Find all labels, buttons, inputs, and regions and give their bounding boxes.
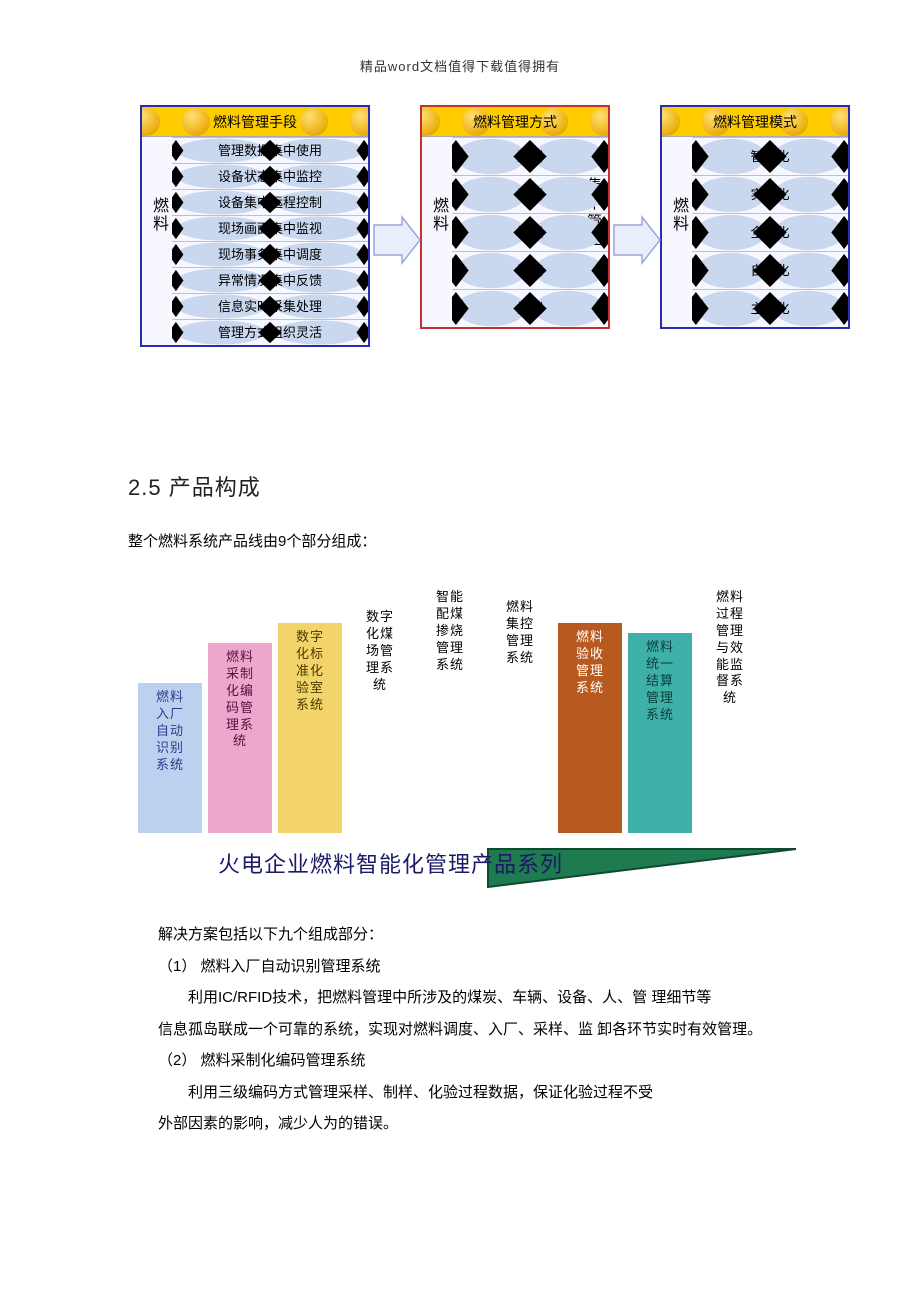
product-bar: 燃料验收管理系统 <box>558 623 622 833</box>
diagram-side-label: 燃料 <box>420 197 450 233</box>
page-header: 精品word文档值得下载值得拥有 <box>0 0 920 75</box>
diagram-row: 实时化 <box>692 175 848 213</box>
diagram-row: 控制 <box>452 289 608 327</box>
diagram-box-body: 燃料 智能化 实时化 全面化 <box>662 137 848 327</box>
diagram-box: 燃料管理模式燃料 智能化 实时化 全面化 <box>660 105 850 329</box>
product-bar: 燃料采制化编码管理系统 <box>208 643 272 833</box>
gold-orb <box>182 108 210 136</box>
list-item-body: 利用三级编码方式管理采样、制样、化验过程数据，保证化验过程不受 <box>128 1077 792 1109</box>
diagram-box-title: 燃料管理手段 <box>142 107 368 137</box>
diagram-box-title: 燃料管理方式 <box>422 107 608 137</box>
list-item-body: 利用IC/RFID技术，把燃料管理中所涉及的煤炭、车辆、设备、人、管 理细节等 <box>128 982 792 1014</box>
list-item-body: 信息孤岛联成一个可靠的系统，实现对燃料调度、入厂、采样、监 卸各环节实时有效管理… <box>128 1014 792 1046</box>
body-text: 解决方案包括以下九个组成部分： （1） 燃料入厂自动识别管理系统利用IC/RFI… <box>128 919 792 1140</box>
gold-orb <box>830 108 848 136</box>
gold-orb <box>300 108 328 136</box>
diagram-row: 管理数据集中使用 <box>172 137 368 163</box>
diagram-row: 设备集中远程控制 <box>172 189 368 215</box>
section-num: 2.5 <box>128 475 162 500</box>
diagram-box: 燃料管理方式燃料集中管控 数据 画面 管理 <box>420 105 610 329</box>
diagram-side-label: 燃料 <box>140 197 170 233</box>
diagram-box-body: 燃料 管理数据集中使用 设备状态集中监控 设备集中远程控制 <box>142 137 368 345</box>
diagram-side-label: 燃料 <box>660 197 690 233</box>
diagram-row: 设备状态集中监控 <box>172 163 368 189</box>
list-item-heading: （2） 燃料采制化编码管理系统 <box>128 1045 792 1077</box>
product-bar: 燃料统一结算管理系统 <box>628 633 692 833</box>
fuel-management-diagram: 燃料管理手段燃料 管理数据集中使用 设备状态集中监控 设备集中远程控制 <box>140 105 855 385</box>
diagram-box-body: 燃料集中管控 数据 画面 管理 <box>422 137 608 327</box>
product-bar: 智能配煤掺烧管理系统 <box>418 583 482 833</box>
gold-orb <box>590 108 608 136</box>
gold-orb <box>142 108 160 136</box>
diagram-box-title: 燃料管理模式 <box>662 107 848 137</box>
solution-intro: 解决方案包括以下九个组成部分： <box>128 919 792 951</box>
product-series-banner: 火电企业燃料智能化管理产品系列 <box>138 841 798 891</box>
diagram-row: 主动化 <box>692 289 848 327</box>
diagram-row: 异常情况集中反馈 <box>172 267 368 293</box>
gold-orb <box>350 108 368 136</box>
diagram-row: 现场画面集中监视 <box>172 215 368 241</box>
banner-text: 火电企业燃料智能化管理产品系列 <box>218 847 563 879</box>
diagram-row: 自动化 <box>692 251 848 289</box>
section-heading: 2.5 产品构成 <box>128 470 920 502</box>
diagram-row: 全面化 <box>692 213 848 251</box>
intro-line: 整个燃料系统产品线由9个部分组成： <box>128 530 920 551</box>
list-item-body: 外部因素的影响，减少人为的错误。 <box>128 1108 792 1140</box>
diagram-row: 管理方式组织灵活 <box>172 319 368 345</box>
flow-arrow-icon <box>372 215 422 265</box>
diagram-row: 调度 <box>452 251 608 289</box>
diagram-row: 管理 <box>452 213 608 251</box>
product-bar: 数字化煤场管理系统 <box>348 603 412 833</box>
product-bar: 燃料过程管理与效能监督系统 <box>698 583 762 833</box>
product-bar: 燃料入厂自动识别系统 <box>138 683 202 833</box>
diagram-row: 信息实时采集处理 <box>172 293 368 319</box>
list-item-heading: （1） 燃料入厂自动识别管理系统 <box>128 951 792 983</box>
diagram-row: 画面 <box>452 175 608 213</box>
flow-arrow-icon <box>612 215 662 265</box>
gold-orb <box>422 108 440 136</box>
section-title: 产品构成 <box>169 475 261 500</box>
diagram-box: 燃料管理手段燃料 管理数据集中使用 设备状态集中监控 设备集中远程控制 <box>140 105 370 347</box>
diagram-row: 智能化 <box>692 137 848 175</box>
product-bar: 燃料集控管理系统 <box>488 593 552 833</box>
product-bar: 数字化标准化验室系统 <box>278 623 342 833</box>
diagram-row: 数据 <box>452 137 608 175</box>
product-bar-chart: 燃料入厂自动识别系统燃料采制化编码管理系统数字化标准化验室系统数字化煤场管理系统… <box>138 563 798 833</box>
gold-orb <box>662 108 680 136</box>
diagram-row: 现场事务集中调度 <box>172 241 368 267</box>
